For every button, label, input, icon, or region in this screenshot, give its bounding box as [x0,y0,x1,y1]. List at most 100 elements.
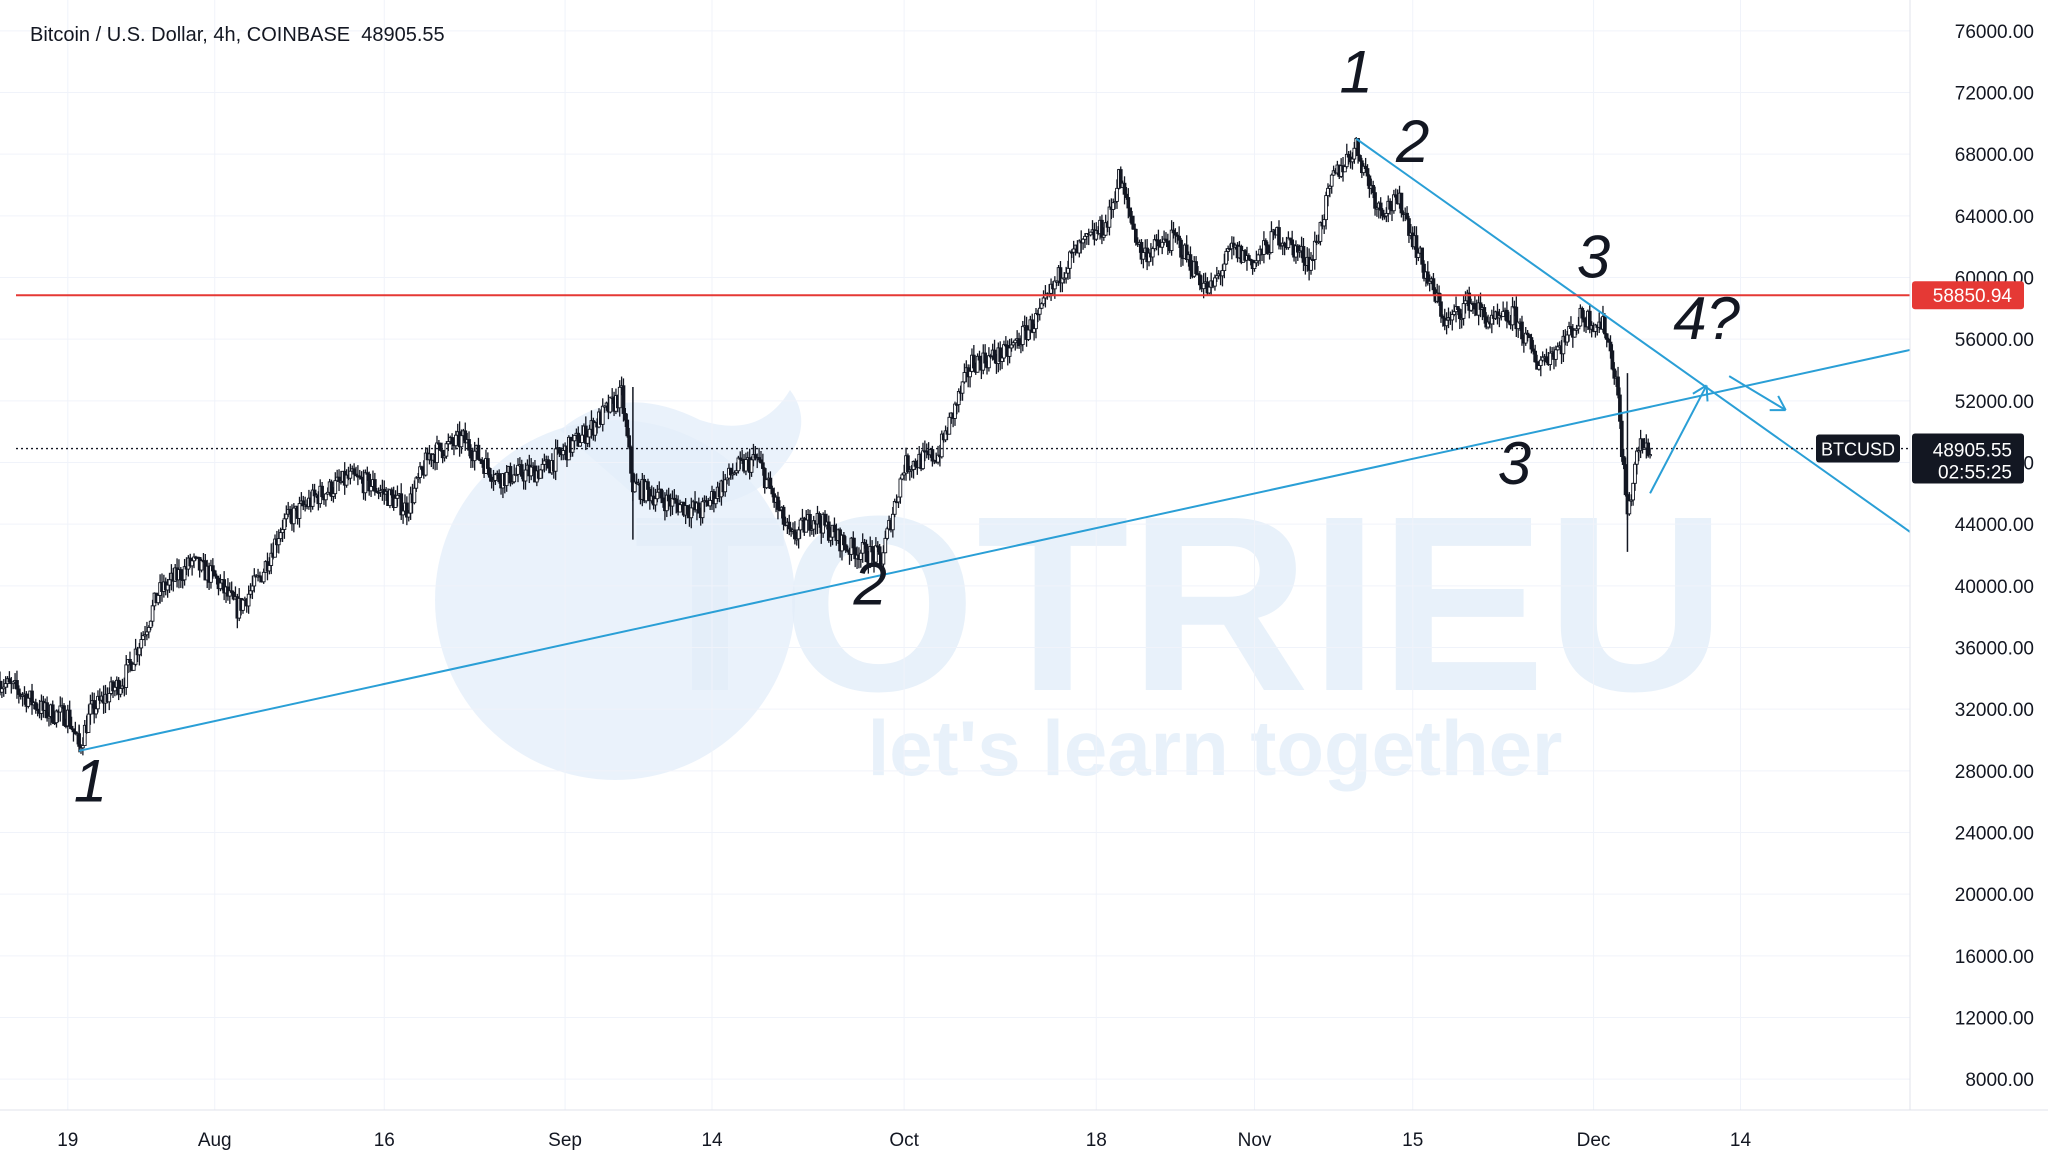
candle-body [498,474,501,482]
candle-body [1313,241,1316,259]
candle-body [1133,224,1136,229]
y-tick-label: 76000.00 [1955,22,2034,43]
candle-body [1257,255,1260,261]
watermark-tagline: let's learn together [868,704,1563,792]
candle-body [745,460,748,471]
candle-body [262,572,265,582]
candle-body [701,502,704,518]
candle-body [588,429,591,437]
candle-body [108,693,111,701]
candle-body [907,456,910,472]
candle-body [1366,169,1369,176]
candle-body [1127,198,1130,208]
candle-body [782,507,785,524]
candle-body [984,353,987,363]
y-tick-label: 72000.00 [1955,84,2034,105]
candle-body [1108,207,1111,227]
candle-body [1511,307,1514,325]
candle-body [1027,330,1030,339]
candle-body [737,458,740,471]
candle-body [1214,278,1217,286]
candle-body [1325,196,1328,220]
candle-body [899,479,902,497]
candle-body [1323,220,1326,226]
candle-body [1549,353,1552,364]
candle-body [63,706,66,726]
candle-body [1421,248,1424,264]
candle-body [213,571,216,576]
chart-header-title: Bitcoin / U.S. Dollar, 4h, COINBASE 4890… [30,24,445,47]
candle-body [893,501,896,514]
wave-annotation: 2 [853,550,887,617]
y-tick-label: 52000.00 [1955,392,2034,413]
candle-body [1112,203,1115,210]
candle-body [988,356,991,368]
candle-body [373,480,376,492]
candle-body [114,687,117,691]
candle-body [364,473,367,493]
candle-body [765,480,768,488]
candle-body [470,450,473,458]
candle-body [1161,242,1164,247]
candle-body [1359,156,1362,161]
candle-body [833,525,836,531]
x-tick-label: 18 [1086,1130,1107,1151]
candle-body [1603,317,1606,334]
y-tick-label: 64000.00 [1955,207,2034,228]
candle-body [1134,229,1137,242]
candle-body [1445,320,1448,325]
candle-body [1538,366,1541,370]
candle-body [1374,193,1377,209]
candle-body [1400,193,1403,213]
candle-body [1483,308,1486,317]
candle-body [349,471,352,478]
candle-body [1502,311,1505,316]
candle-body [1619,395,1622,421]
candle-body [481,461,484,464]
candle-body [460,436,463,447]
watermark-brand: TOTRIEU [634,464,1727,743]
y-tick-label: 16000.00 [1955,947,2034,968]
candle-body [1010,345,1013,348]
candle-body [1530,338,1533,349]
candle-body [415,478,418,488]
candle-body [1440,302,1443,316]
candle-body [1247,256,1250,260]
candle-body [1628,501,1631,514]
candle-body [451,438,454,444]
candle-body [724,480,727,492]
y-tick-label: 24000.00 [1955,824,2034,845]
candle-body [1406,213,1409,218]
candle-body [609,397,612,412]
candle-body [55,711,58,723]
candle-body [292,508,295,524]
candle-body [1353,148,1356,159]
candle-body [558,448,561,453]
candle-body [628,436,631,447]
candle-body [1379,203,1382,210]
x-tick-label: Aug [198,1130,232,1151]
candle-body [761,463,764,469]
candle-body [714,498,717,503]
candle-body [922,451,925,469]
candle-body [140,640,143,648]
candle-body [505,472,508,485]
candle-body [805,520,808,532]
resistance-price-label: 58850.94 [1933,286,2013,307]
candle-body [277,539,280,545]
candle-body [1223,264,1226,271]
candle-body [1451,315,1454,320]
candle-body [1573,330,1576,337]
candle-body [1198,275,1201,285]
candle-body [247,594,250,606]
candle-body [660,489,663,498]
candle-body [1521,322,1524,339]
candle-body [954,404,957,418]
candle-body [690,508,693,518]
candle-body [1003,345,1006,358]
candle-body [1082,239,1085,243]
candle-body [1381,210,1384,216]
candle-body [1178,236,1181,240]
